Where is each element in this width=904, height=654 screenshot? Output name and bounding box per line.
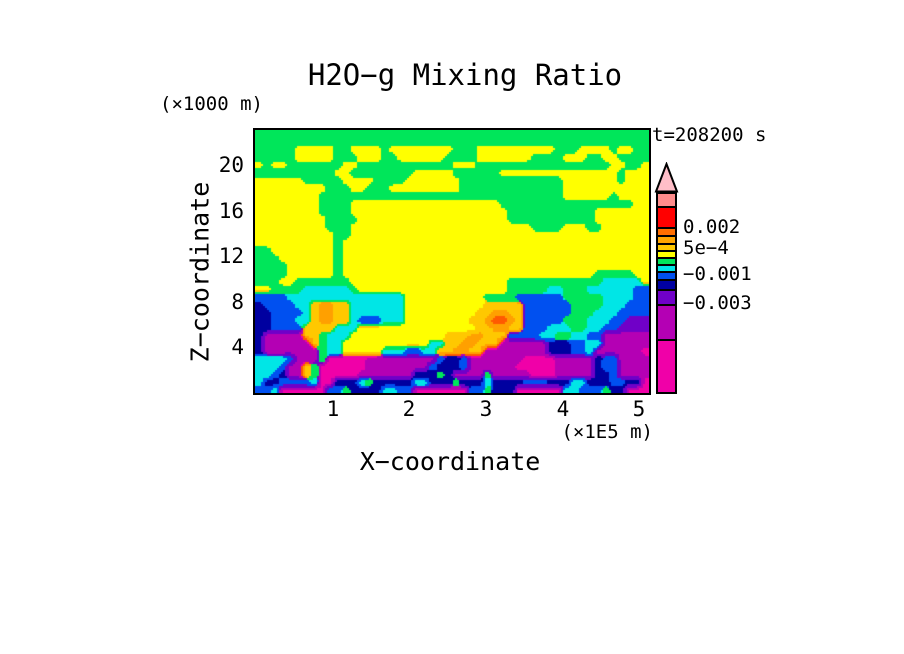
colorbar-segment bbox=[658, 229, 675, 237]
colorbar-level-label: −0.003 bbox=[683, 292, 752, 314]
colorbar-segment bbox=[658, 281, 675, 291]
colorbar-segment bbox=[658, 237, 675, 245]
z-tick-label: 4 bbox=[231, 335, 244, 359]
colorbar-arrow-tip-icon bbox=[654, 162, 679, 193]
colorbar-labels: 0.002 5e−4 −0.001 −0.003 bbox=[683, 0, 783, 654]
colorbar-segment bbox=[658, 341, 675, 392]
x-tick-label: 3 bbox=[479, 397, 493, 421]
colorbar-level-label: −0.001 bbox=[683, 263, 752, 285]
z-tick-label: 20 bbox=[218, 153, 244, 177]
colorbar-segment bbox=[658, 306, 675, 341]
z-tick-label: 16 bbox=[218, 199, 244, 223]
colorbar-level-label: 5e−4 bbox=[683, 237, 729, 259]
x-axis-ticks: 1 2 3 4 5 bbox=[255, 397, 649, 423]
colorbar-segment bbox=[658, 259, 675, 266]
colorbar-segment bbox=[658, 245, 675, 252]
colorbar-segment bbox=[658, 273, 675, 281]
colorbar-tip-triangle bbox=[654, 162, 679, 193]
colorbar-level-label: 0.002 bbox=[683, 216, 741, 238]
z-axis-units-label: (×1000 m) bbox=[160, 93, 263, 115]
z-axis-ticks: 20 16 12 8 4 bbox=[196, 130, 244, 393]
contour-field-canvas bbox=[255, 130, 649, 393]
x-axis-title: X−coordinate bbox=[359, 447, 541, 476]
plot-title: H2O−g Mixing Ratio bbox=[307, 58, 623, 92]
plot-area bbox=[253, 128, 651, 395]
colorbar-segment bbox=[658, 194, 675, 208]
colorbar-segment bbox=[658, 252, 675, 259]
colorbar-segment bbox=[658, 208, 675, 229]
x-tick-label: 5 bbox=[632, 397, 646, 421]
colorbar-segment bbox=[658, 266, 675, 273]
x-axis-units-label: (×1E5 m) bbox=[561, 421, 653, 443]
z-tick-label: 8 bbox=[231, 290, 244, 314]
x-tick-label: 1 bbox=[326, 397, 340, 421]
x-tick-label: 4 bbox=[556, 397, 570, 421]
z-tick-label: 12 bbox=[218, 244, 244, 268]
time-annotation: t=208200 s bbox=[652, 124, 767, 146]
colorbar-segment bbox=[658, 291, 675, 306]
colorbar bbox=[656, 192, 677, 394]
x-tick-label: 2 bbox=[402, 397, 416, 421]
